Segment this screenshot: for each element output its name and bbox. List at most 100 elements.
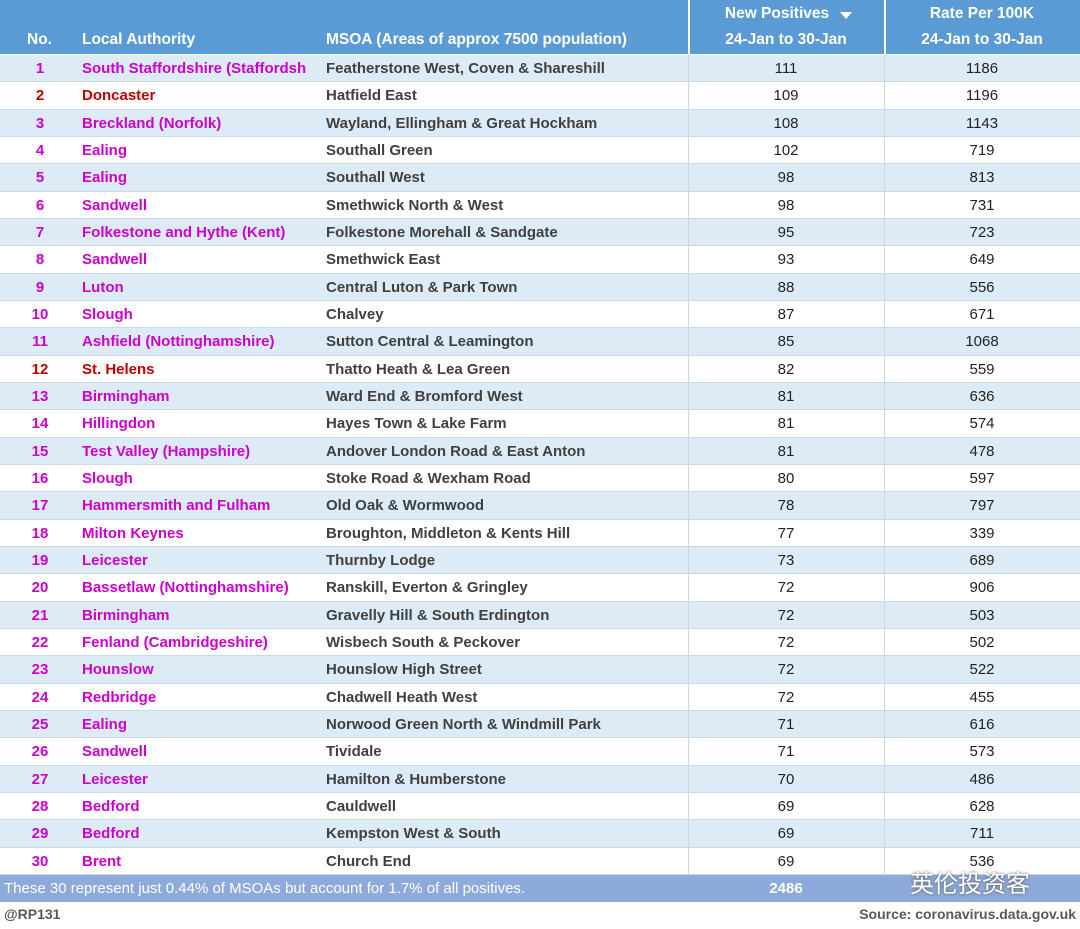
cell-divider <box>688 656 689 684</box>
row-number: 29 <box>31 825 49 843</box>
row-number: 23 <box>31 661 49 679</box>
cell-divider <box>688 191 689 219</box>
cell-divider <box>688 55 689 83</box>
local-authority: Slough <box>82 470 133 487</box>
table-row <box>0 738 1080 766</box>
cell-divider <box>688 601 689 629</box>
table-row <box>0 820 1080 848</box>
cell-divider <box>688 574 689 602</box>
cell-divider <box>688 629 689 657</box>
table-row <box>0 519 1080 547</box>
sort-arrow[interactable] <box>840 12 852 19</box>
new-positives: 82 <box>777 360 795 378</box>
rate-per-100k: 536 <box>969 852 995 870</box>
local-authority: Leicester <box>82 770 148 788</box>
header-rate-period: 24-Jan to 30-Jan <box>921 31 1043 48</box>
msoa-name: Southall Green <box>326 142 433 159</box>
row-number: 19 <box>31 552 49 569</box>
new-positives: 69 <box>777 798 795 815</box>
new-positives: 72 <box>777 634 795 651</box>
table-row <box>0 656 1080 684</box>
new-positives: 72 <box>777 579 795 597</box>
table-row <box>0 109 1080 137</box>
rate-per-100k: 574 <box>969 415 995 433</box>
cell-divider <box>884 711 885 739</box>
rate-per-100k: 906 <box>969 579 995 597</box>
table-row <box>0 547 1080 575</box>
local-authority: Doncaster <box>82 87 156 105</box>
row-number: 7 <box>35 224 45 241</box>
rate-per-100k: 649 <box>969 251 995 269</box>
msoa-name: Hamilton & Humberstone <box>326 770 507 788</box>
local-authority: Breckland (Norfolk) <box>82 114 222 132</box>
new-positives: 109 <box>773 87 799 105</box>
local-authority: Bedford <box>82 825 140 843</box>
local-authority: Bedford <box>82 798 140 815</box>
row-number: 15 <box>31 442 49 460</box>
row-number: 22 <box>31 634 49 651</box>
rate-per-100k: 573 <box>969 743 995 761</box>
local-authority: Birmingham <box>82 606 170 624</box>
row-number: 30 <box>31 852 49 870</box>
rate-per-100k: 597 <box>969 470 995 487</box>
new-positives: 69 <box>777 825 795 843</box>
row-number: 1 <box>35 60 45 77</box>
cell-divider <box>884 109 885 137</box>
row-number: 25 <box>31 716 49 733</box>
new-positives: 87 <box>777 306 795 323</box>
row-number: 18 <box>31 524 49 542</box>
cell-divider <box>688 273 689 301</box>
rate-per-100k: 671 <box>969 306 995 323</box>
rate-per-100k: 813 <box>969 169 995 187</box>
row-number: 11 <box>32 333 48 351</box>
credit: @RP131 <box>4 906 61 922</box>
msoa-name: Sutton Central & Leamington <box>326 333 534 351</box>
local-authority: Brent <box>82 852 122 870</box>
cell-divider <box>688 246 689 274</box>
cell-divider <box>688 164 689 192</box>
msoa-name: Thatto Heath & Lea Green <box>326 360 511 378</box>
new-positives: 111 <box>774 60 798 77</box>
row-number: 6 <box>35 196 45 214</box>
row-number: 17 <box>31 497 49 515</box>
new-positives: 108 <box>773 114 799 132</box>
cell-divider <box>884 629 885 657</box>
new-positives: 81 <box>777 388 795 405</box>
row-number: 3 <box>35 114 45 132</box>
table-row <box>0 219 1080 247</box>
header-positives[interactable]: New Positives <box>724 5 830 22</box>
cell-divider <box>688 711 689 739</box>
msoa-name: Tividale <box>326 743 382 761</box>
row-number: 5 <box>35 169 45 187</box>
msoa-name: Broughton, Middleton & Kents Hill <box>326 524 571 542</box>
msoa-name: Smethwick North & West <box>326 196 504 214</box>
msoa-name: Featherstone West, Coven & Shareshill <box>326 60 605 77</box>
cell-divider <box>688 410 689 438</box>
rate-per-100k: 1068 <box>965 333 999 351</box>
row-number: 16 <box>31 470 49 487</box>
msoa-name: Hatfield East <box>326 87 417 105</box>
new-positives: 72 <box>777 688 795 706</box>
table-row <box>0 711 1080 739</box>
cell-divider <box>884 219 885 247</box>
row-number: 13 <box>31 388 49 405</box>
cell-divider <box>688 793 689 821</box>
new-positives: 93 <box>777 251 795 269</box>
cell-divider <box>688 383 689 411</box>
table-row <box>0 273 1080 301</box>
new-positives: 98 <box>777 169 795 187</box>
msoa-name: Gravelly Hill & South Erdington <box>326 606 550 624</box>
local-authority: Slough <box>82 306 133 323</box>
table-row <box>0 410 1080 438</box>
rate-per-100k: 616 <box>969 716 995 733</box>
cell-divider <box>688 765 689 793</box>
local-authority: Birmingham <box>82 388 170 405</box>
cell-divider <box>884 683 885 711</box>
cell-divider <box>688 465 689 493</box>
cell-divider <box>688 437 689 465</box>
header-divider <box>884 0 886 54</box>
table-row <box>0 383 1080 411</box>
header-msoa: MSOA (Areas of approx 7500 population) <box>326 31 627 48</box>
row-number: 21 <box>31 606 49 624</box>
